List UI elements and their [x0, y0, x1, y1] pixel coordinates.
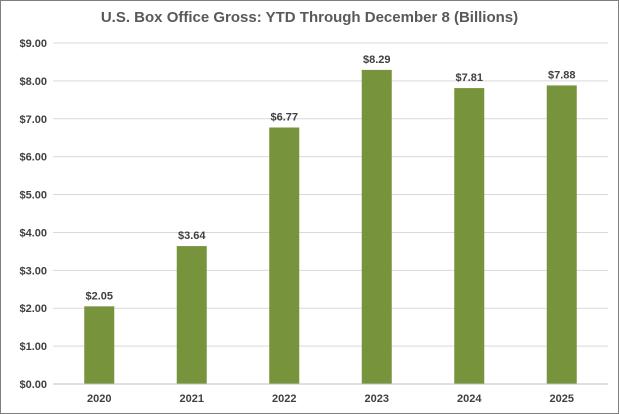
bar — [361, 69, 392, 384]
x-tick-label: 2023 — [365, 393, 389, 405]
y-tick-label: $5.00 — [19, 190, 47, 202]
y-tick-label: $0.00 — [19, 379, 47, 391]
data-label: $7.88 — [548, 69, 576, 81]
x-tick-label: 2021 — [180, 393, 204, 405]
y-tick-label: $9.00 — [19, 38, 47, 50]
y-tick-label: $2.00 — [19, 303, 47, 315]
bar — [84, 306, 115, 384]
y-tick-label: $6.00 — [19, 152, 47, 164]
chart-title: U.S. Box Office Gross: YTD Through Decem… — [100, 9, 519, 26]
y-tick-label: $4.00 — [19, 227, 47, 239]
y-tick-label: $3.00 — [19, 265, 47, 277]
data-label: $6.77 — [270, 111, 298, 123]
y-tick-label: $7.00 — [19, 114, 47, 126]
data-label: $2.05 — [85, 290, 113, 302]
bar — [269, 127, 300, 385]
data-label: $3.64 — [178, 230, 206, 242]
x-tick-label: 2025 — [550, 393, 574, 405]
data-label: $8.29 — [363, 54, 391, 66]
y-tick-label: $1.00 — [19, 341, 47, 353]
bar — [454, 88, 485, 385]
x-tick-label: 2022 — [272, 393, 296, 405]
y-tick-label: $8.00 — [19, 76, 47, 88]
x-tick-label: 2024 — [457, 393, 482, 405]
bar — [176, 246, 207, 384]
x-tick-label: 2020 — [87, 393, 111, 405]
data-label: $7.81 — [455, 72, 483, 84]
bar — [546, 85, 577, 385]
